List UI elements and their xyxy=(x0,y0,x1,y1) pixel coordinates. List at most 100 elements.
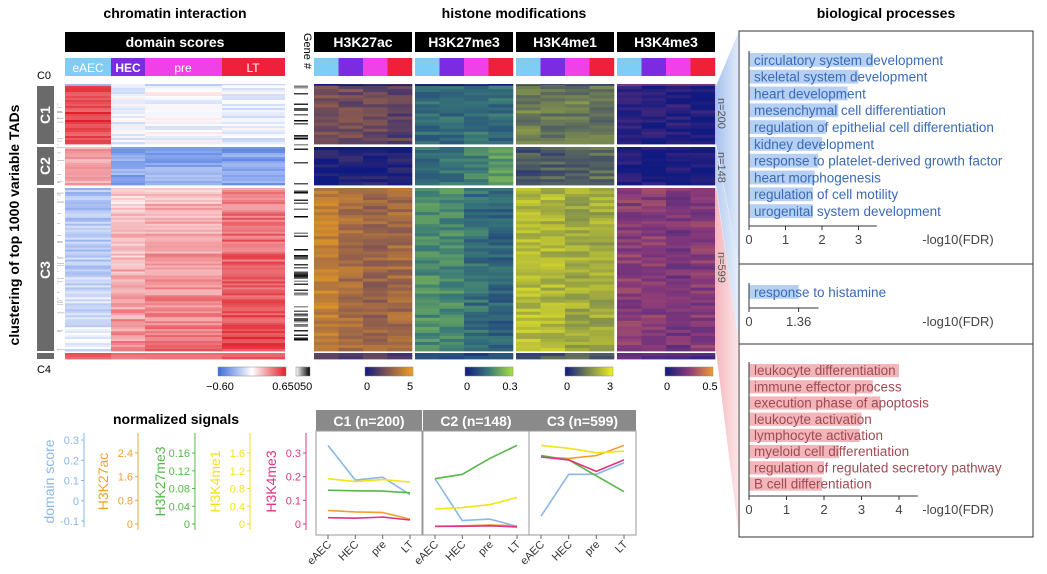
domain-heatmap-cell xyxy=(65,98,111,101)
domain-heatmap-cell xyxy=(65,104,111,107)
domain-heatmap-cell xyxy=(222,305,285,308)
domain-heatmap-cell xyxy=(65,96,111,99)
domain-heatmap-cell xyxy=(222,333,285,336)
gene-count-cell xyxy=(294,337,308,339)
domain-heatmap-cell xyxy=(111,188,145,191)
histone-heatmap-cell xyxy=(617,209,642,213)
signal-axis-tick-label: 0.3 xyxy=(64,435,79,447)
domain-heatmap-cell xyxy=(111,136,145,139)
histone-heatmap-cell xyxy=(589,95,615,99)
histone-heatmap-cell xyxy=(690,167,716,171)
gene-count-cell xyxy=(294,328,308,330)
cluster-c1-bar xyxy=(37,86,54,144)
histone-heatmap-cell xyxy=(488,272,514,276)
histone-heatmap-cell xyxy=(488,104,514,108)
histone-heatmap-cell xyxy=(516,200,541,204)
histone-heatmap-cell xyxy=(540,296,566,301)
series-line xyxy=(327,489,411,494)
histone-heatmap-cell xyxy=(338,128,364,133)
domain-heatmap-cell xyxy=(65,313,111,316)
cluster-c2-label: C2 xyxy=(37,157,53,175)
colorbar-h3k27ac xyxy=(364,366,414,377)
histone-heatmap-cell xyxy=(617,170,642,174)
histone-heatmap-cell xyxy=(589,209,615,213)
domain-heatmap-cell xyxy=(145,231,222,235)
domain-heatmap-cell xyxy=(145,104,222,107)
histone-heatmap-cell xyxy=(488,125,514,130)
domain-heatmap-cell xyxy=(145,263,222,266)
domain-heatmap-cell xyxy=(222,345,285,348)
domain-heatmap-cell xyxy=(222,285,285,288)
histone-heatmap-cell xyxy=(565,296,590,301)
histone-heatmap-cell xyxy=(363,284,388,289)
domain-heatmap-cell xyxy=(222,118,285,121)
histone-heatmap-cell xyxy=(387,161,413,165)
histone-heatmap-cell xyxy=(540,86,566,90)
histone-heatmap-cell xyxy=(387,245,413,249)
mark-label-0: H3K27ac xyxy=(333,34,392,50)
domain-heatmap-cell xyxy=(222,85,285,87)
histone-heatmap-cell xyxy=(363,155,388,160)
histone-heatmap-cell xyxy=(314,248,339,252)
histone-heatmap-cell xyxy=(589,200,615,204)
histone-heatmap-cell xyxy=(516,137,541,142)
domain-heatmap-cell xyxy=(145,355,222,358)
histone-heatmap-cell xyxy=(641,251,667,255)
histone-heatmap-cell xyxy=(415,110,440,114)
domain-heatmap-cell xyxy=(111,189,145,193)
domain-heatmap-cell xyxy=(145,92,222,95)
go-tick-label: 3 xyxy=(858,502,865,517)
go-xlabel: -log10(FDR) xyxy=(922,502,994,517)
histone-heatmap-cell xyxy=(666,161,691,165)
histone-heatmap-cell xyxy=(641,137,667,142)
histone-heatmap-cell xyxy=(516,347,541,352)
x-tick-label: pre xyxy=(369,539,389,559)
domain-heatmap-cell xyxy=(65,319,111,322)
histone-heatmap-cell xyxy=(565,269,590,273)
domain-heatmap-cell xyxy=(145,211,222,215)
gene-count-cell xyxy=(294,298,308,300)
domain-heatmap-cell xyxy=(111,155,145,158)
histone-heatmap-cell xyxy=(690,212,716,216)
histone-heatmap-cell xyxy=(641,218,667,222)
gene-count-cell xyxy=(294,312,308,314)
histone-heatmap-cell xyxy=(338,167,364,171)
histone-heatmap-cell xyxy=(565,179,590,183)
histone-heatmap-cell xyxy=(415,158,440,163)
histone-heatmap-cell xyxy=(690,263,716,267)
histone-heatmap-cell xyxy=(338,125,364,130)
domain-heatmap-cell xyxy=(222,339,285,342)
domain-heatmap-cell xyxy=(145,98,222,101)
domain-heatmap-cell xyxy=(111,283,145,286)
domain-heatmap-cell xyxy=(222,161,285,164)
histone-heatmap-cell xyxy=(565,272,590,276)
histone-heatmap-cell xyxy=(565,233,590,237)
gene-count-cell xyxy=(294,130,308,132)
histone-heatmap-cell xyxy=(516,98,541,102)
histone-heatmap-cell xyxy=(415,221,440,225)
histone-heatmap-cell xyxy=(641,212,667,216)
histone-heatmap-cell xyxy=(314,158,339,163)
histone-heatmap-cell xyxy=(589,284,615,289)
gene-count-cell xyxy=(294,219,308,221)
histone-heatmap-cell xyxy=(565,317,590,322)
histone-heatmap-cell xyxy=(387,215,413,219)
histone-heatmap-cell xyxy=(666,224,691,228)
domain-heatmap-cell xyxy=(65,167,111,170)
histone-heatmap-cell xyxy=(666,194,691,198)
histone-heatmap-cell xyxy=(387,170,413,174)
histone-heatmap-cell xyxy=(464,290,489,295)
domain-heatmap-cell xyxy=(145,173,222,176)
histone-heatmap-cell xyxy=(666,149,691,154)
histone-heatmap-cell xyxy=(666,353,691,357)
histone-heatmap-cell xyxy=(589,215,615,219)
domain-heatmap-cell xyxy=(111,267,145,270)
histone-heatmap-cell xyxy=(363,203,388,207)
gene-count-cell xyxy=(294,262,308,264)
histone-heatmap-cell xyxy=(338,122,364,127)
histone-heatmap-cell xyxy=(488,101,514,105)
histone-heatmap-cell xyxy=(415,170,440,174)
histone-heatmap-cell xyxy=(540,188,566,192)
histone-heatmap-cell xyxy=(488,296,514,301)
histone-heatmap-cell xyxy=(540,326,566,331)
